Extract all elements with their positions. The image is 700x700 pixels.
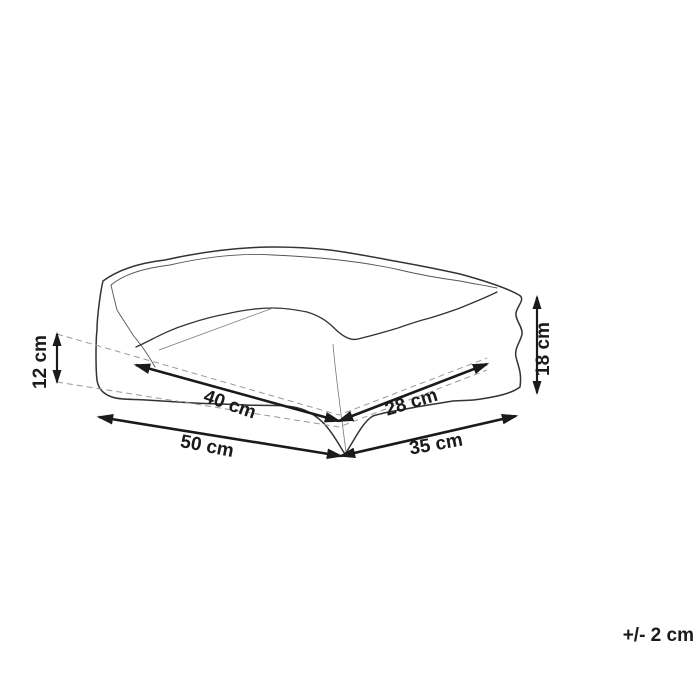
svg-text:18 cm: 18 cm bbox=[533, 322, 554, 376]
svg-text:35 cm: 35 cm bbox=[408, 430, 465, 460]
svg-text:+/- 2 cm: +/- 2 cm bbox=[623, 625, 694, 646]
svg-text:50 cm: 50 cm bbox=[179, 431, 236, 462]
svg-text:12 cm: 12 cm bbox=[30, 335, 51, 389]
svg-text:28 cm: 28 cm bbox=[383, 385, 441, 421]
